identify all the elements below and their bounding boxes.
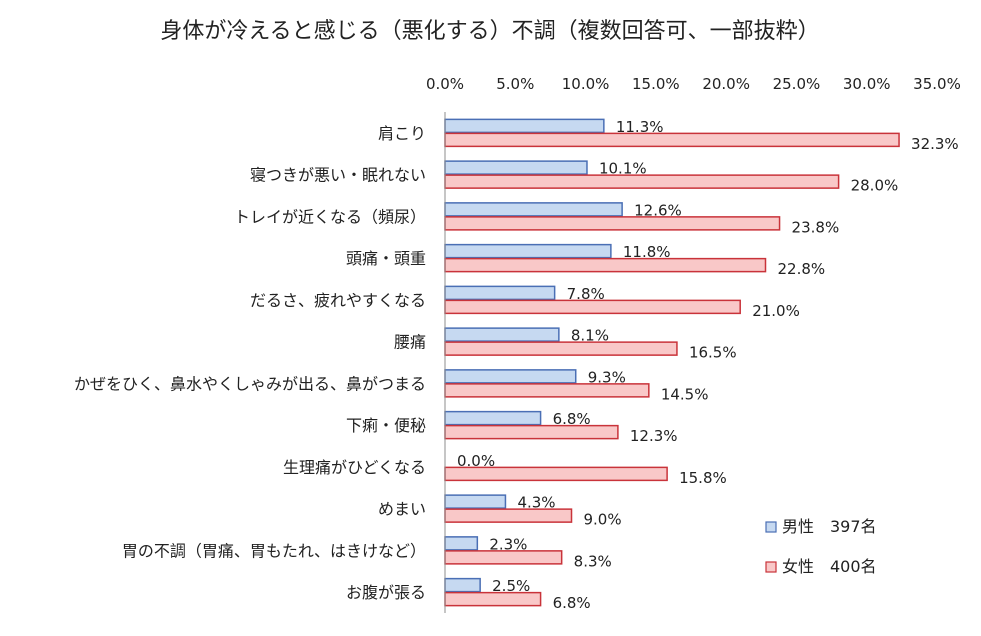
x-tick-label: 20.0%	[702, 75, 750, 93]
data-label-male: 0.0%	[457, 452, 495, 470]
data-label-female: 21.0%	[752, 302, 800, 320]
x-tick-label: 35.0%	[913, 75, 961, 93]
bar-male	[444, 243, 612, 259]
chart-title: 身体が冷えると感じる（悪化する）不調（複数回答可、一部抜粋）	[160, 19, 819, 44]
category-label: 肩こり	[378, 124, 426, 143]
data-label-female: 16.5%	[689, 344, 737, 362]
bar-female	[444, 132, 900, 148]
data-label-female: 8.3%	[574, 552, 612, 570]
category-label: かぜをひく、鼻水やくしゃみが出る、鼻がつまる	[74, 374, 426, 393]
data-label-male: 10.1%	[599, 160, 647, 178]
bar-male	[444, 118, 605, 134]
x-axis-ticks: 0.0% 5.0% 10.0% 15.0% 20.0% 25.0% 30.0% 35.0%	[426, 75, 961, 93]
data-label-female: 6.8%	[553, 594, 591, 612]
data-label-male: 4.3%	[517, 494, 555, 512]
bar-female	[444, 257, 767, 273]
bar-male	[444, 410, 542, 426]
bar-male	[444, 202, 623, 217]
bar-male	[444, 369, 577, 384]
data-label-female: 23.8%	[792, 218, 840, 236]
legend-label-female: 女性 400名	[782, 557, 877, 576]
x-tick-label: 15.0%	[632, 75, 680, 93]
bar-male	[444, 285, 556, 301]
data-label-male: 2.3%	[489, 535, 527, 553]
bar-male	[444, 160, 588, 175]
category-label: めまい	[378, 500, 426, 519]
category-label: トレイが近くなる（頻尿）	[234, 207, 426, 226]
legend-label-male: 男性 397名	[782, 517, 877, 536]
x-tick-label: 0.0%	[426, 75, 464, 93]
data-label-male: 8.1%	[571, 327, 609, 345]
category-label: 生理痛がひどくなる	[283, 458, 426, 477]
data-label-female: 15.8%	[679, 469, 727, 487]
bar-female	[444, 424, 619, 440]
data-label-male: 6.8%	[553, 410, 591, 428]
bar-female	[444, 341, 678, 356]
x-tick-label: 10.0%	[562, 75, 610, 93]
data-label-female: 22.8%	[778, 260, 826, 278]
legend-swatch-male	[765, 521, 777, 533]
data-label-female: 12.3%	[630, 427, 678, 445]
bar-female	[444, 216, 781, 231]
bar-male	[444, 494, 507, 509]
data-label-male: 11.8%	[623, 243, 671, 261]
data-label-female: 28.0%	[851, 177, 899, 195]
bar-male	[444, 536, 479, 551]
data-label-male: 12.6%	[634, 201, 682, 219]
data-label-male: 7.8%	[567, 285, 605, 303]
bar-male	[444, 327, 560, 342]
category-label: 胃の不調（胃痛、胃もたれ、はきけなど）	[122, 541, 426, 560]
data-label-male: 2.5%	[492, 577, 530, 595]
category-label: 下痢・便秘	[346, 416, 426, 435]
x-tick-label: 5.0%	[496, 75, 534, 93]
data-labels: 11.3% 32.3% 10.1% 28.0% 12.6% 23.8% 11.8% 22.8%…	[457, 118, 959, 612]
category-label: だるさ、疲れやすくなる	[250, 291, 426, 310]
x-tick-label: 30.0%	[843, 75, 891, 93]
data-label-female: 14.5%	[661, 385, 709, 403]
data-label-female: 32.3%	[911, 135, 959, 153]
category-label: お腹が張る	[346, 583, 426, 602]
data-label-female: 9.0%	[584, 511, 622, 529]
data-label-male: 9.3%	[588, 368, 626, 386]
data-label-male: 11.3%	[616, 118, 664, 136]
x-tick-label: 25.0%	[773, 75, 821, 93]
bar-male	[444, 577, 481, 593]
legend-swatch-female	[765, 561, 777, 573]
category-label: 頭痛・頭重	[346, 249, 426, 268]
category-label: 寝つきが悪い・眠れない	[250, 166, 426, 185]
category-label: 腰痛	[394, 333, 426, 352]
